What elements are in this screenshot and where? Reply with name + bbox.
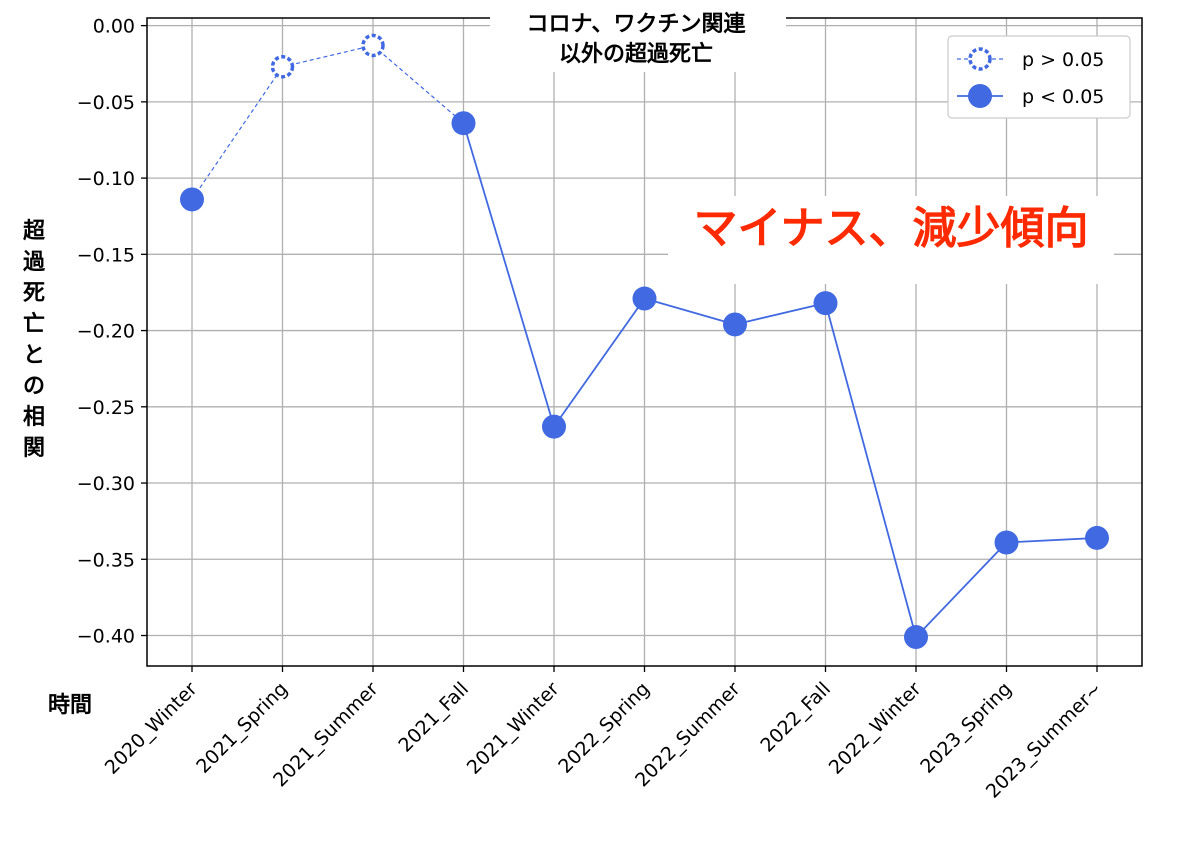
x-tick-label: 2022_Fall (756, 678, 835, 757)
x-tick-label: 2022_Spring (554, 678, 654, 778)
y-axis-label-char: と (23, 343, 45, 368)
annotation: マイナス、減少傾向 (668, 196, 1114, 284)
series-segment (915, 541, 1008, 638)
y-axis: 0.00 −0.05 −0.10 −0.15 −0.20 −0.25 −0.30 −0.35 −… (77, 16, 147, 648)
x-axis-label: 時間 (48, 693, 92, 718)
data-point (542, 414, 566, 439)
data-point (270, 55, 295, 79)
legend-marker (968, 47, 992, 71)
x-tick-label: 2022_Winter (825, 678, 926, 779)
y-axis-label-char: 相 (23, 405, 45, 430)
y-tick-label: 0.00 (93, 16, 135, 38)
x-tick-label: 2021_Spring (192, 678, 292, 778)
data-point (180, 187, 204, 212)
data-point (994, 530, 1019, 555)
data-point (632, 286, 657, 311)
series-segment (191, 66, 283, 200)
data-point (813, 291, 838, 316)
y-tick-label: −0.25 (77, 397, 135, 419)
legend-label: p < 0.05 (1022, 86, 1104, 108)
y-axis-label-char: 過 (23, 249, 46, 275)
y-tick-label: −0.30 (77, 473, 135, 495)
x-tick-label: 2020_Winter (101, 678, 202, 779)
y-tick-label: −0.15 (77, 244, 135, 266)
y-axis-label-char: 関 (23, 436, 45, 461)
annotation-text: マイナス、減少傾向 (693, 203, 1088, 254)
title-line: 以外の超過死亡 (559, 41, 713, 67)
legend: p > 0.05 p < 0.05 (947, 35, 1131, 119)
data-point (1085, 525, 1109, 550)
series-segment (282, 44, 374, 68)
series-segment (644, 297, 736, 326)
grid-lines (147, 18, 1142, 666)
y-tick-label: −0.40 (77, 626, 135, 648)
y-tick-label: −0.20 (77, 321, 135, 343)
legend-box (947, 35, 1131, 119)
series-segment (734, 302, 826, 326)
series (180, 33, 1109, 650)
series-segment (1006, 537, 1098, 544)
y-axis-label-char: 超 (23, 219, 46, 244)
annotation-background (668, 196, 1114, 284)
y-axis-label-char: 死 (23, 281, 45, 306)
y-axis-label-char: 亡 (23, 311, 45, 337)
legend-label: p > 0.05 (1022, 49, 1104, 71)
series-segment (553, 298, 646, 428)
data-point (361, 33, 385, 58)
data-point (904, 625, 928, 650)
y-axis-label-char: の (23, 374, 45, 399)
series-segment (824, 302, 917, 638)
x-tick-label: 2023_Spring (916, 678, 1016, 778)
data-point (451, 111, 476, 136)
x-tick-label: 2021_Fall (394, 678, 473, 757)
y-tick-label: −0.10 (77, 168, 135, 190)
x-tick-label: 2021_Winter (463, 678, 564, 779)
series-segment (372, 44, 464, 124)
data-point (723, 312, 747, 337)
title-line: コロナ、ワクチン関連 (527, 12, 747, 37)
y-tick-label: −0.05 (77, 92, 135, 114)
y-tick-label: −0.35 (77, 549, 135, 571)
title-background (490, 8, 786, 72)
legend-marker (968, 84, 992, 108)
series-segment (462, 122, 555, 427)
